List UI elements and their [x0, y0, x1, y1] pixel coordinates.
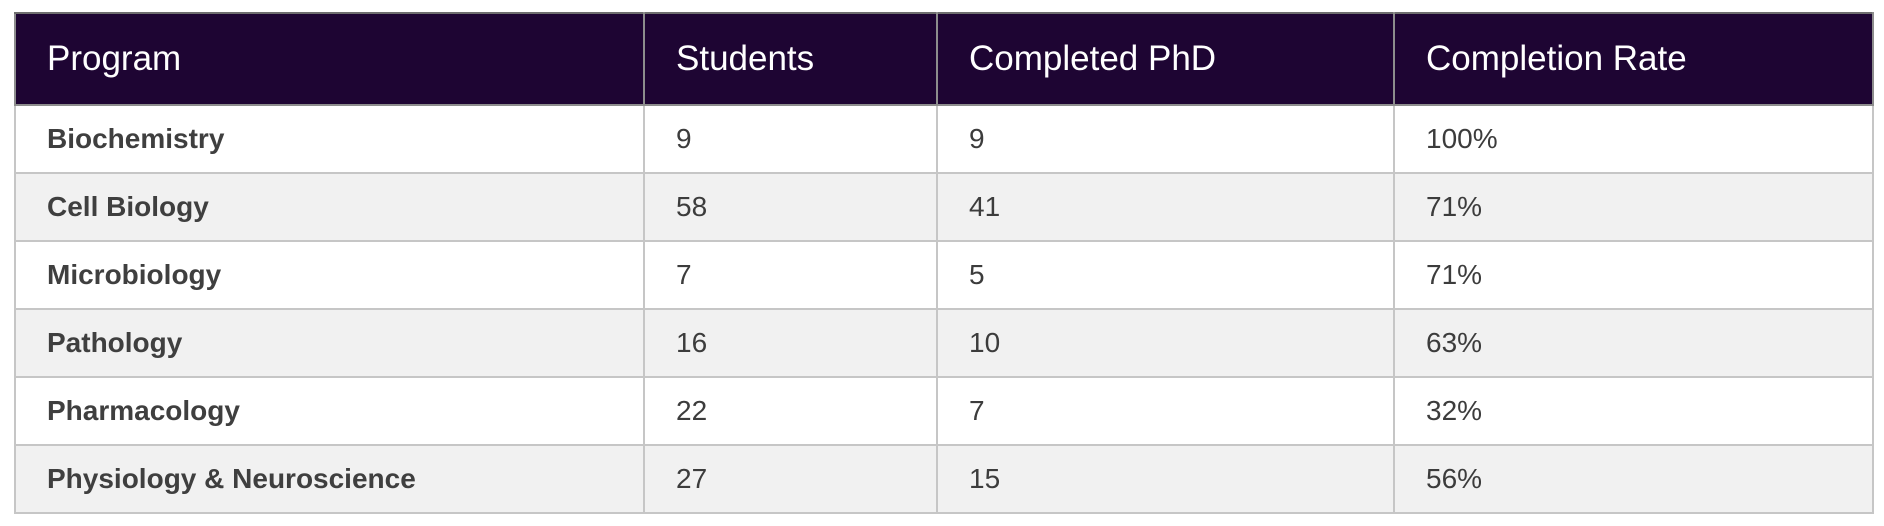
- completed-phd-cell: 9: [936, 104, 1395, 174]
- table-row: Microbiology 7 5 71%: [14, 240, 1874, 310]
- table-body: Biochemistry 9 9 100% Cell Biology 58 41…: [14, 104, 1874, 514]
- completion-rate-cell: 56%: [1393, 444, 1874, 514]
- table-row: Biochemistry 9 9 100%: [14, 104, 1874, 174]
- program-cell: Physiology & Neuroscience: [14, 444, 645, 514]
- completed-phd-cell: 10: [936, 308, 1395, 378]
- column-header-students: Students: [643, 12, 938, 106]
- program-cell: Pharmacology: [14, 376, 645, 446]
- completion-rate-cell: 71%: [1393, 240, 1874, 310]
- column-header-completion-rate: Completion Rate: [1393, 12, 1874, 106]
- completed-phd-cell: 7: [936, 376, 1395, 446]
- completed-phd-cell: 5: [936, 240, 1395, 310]
- students-cell: 22: [643, 376, 938, 446]
- completion-rate-cell: 71%: [1393, 172, 1874, 242]
- students-cell: 9: [643, 104, 938, 174]
- program-cell: Microbiology: [14, 240, 645, 310]
- students-cell: 58: [643, 172, 938, 242]
- program-cell: Cell Biology: [14, 172, 645, 242]
- completed-phd-cell: 41: [936, 172, 1395, 242]
- students-cell: 7: [643, 240, 938, 310]
- program-cell: Pathology: [14, 308, 645, 378]
- students-cell: 16: [643, 308, 938, 378]
- table-row: Physiology & Neuroscience 27 15 56%: [14, 444, 1874, 514]
- table-row: Pharmacology 22 7 32%: [14, 376, 1874, 446]
- completed-phd-cell: 15: [936, 444, 1395, 514]
- table-row: Cell Biology 58 41 71%: [14, 172, 1874, 242]
- header-row: Program Students Completed PhD Completio…: [14, 12, 1874, 106]
- column-header-completed-phd: Completed PhD: [936, 12, 1395, 106]
- table-header: Program Students Completed PhD Completio…: [14, 12, 1874, 106]
- data-table-container: Program Students Completed PhD Completio…: [14, 12, 1874, 514]
- column-header-program: Program: [14, 12, 645, 106]
- students-cell: 27: [643, 444, 938, 514]
- completion-rate-cell: 32%: [1393, 376, 1874, 446]
- completion-rate-cell: 63%: [1393, 308, 1874, 378]
- program-completion-table: Program Students Completed PhD Completio…: [14, 12, 1874, 514]
- completion-rate-cell: 100%: [1393, 104, 1874, 174]
- table-row: Pathology 16 10 63%: [14, 308, 1874, 378]
- program-cell: Biochemistry: [14, 104, 645, 174]
